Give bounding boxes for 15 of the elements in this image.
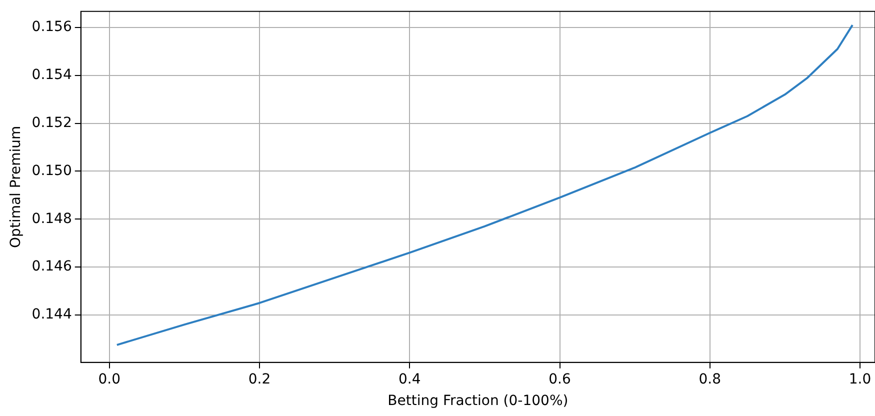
x-axis-title: Betting Fraction (0-100%) — [388, 393, 568, 410]
x-tick-label: 1.0 — [848, 371, 872, 388]
y-tick-label: 0.148 — [32, 210, 72, 227]
x-tick-label: 0.0 — [98, 371, 121, 388]
y-tick-label: 0.150 — [32, 162, 72, 179]
x-tick-label: 0.6 — [548, 371, 571, 388]
y-tick-label: 0.154 — [32, 67, 72, 84]
y-tick-label: 0.156 — [32, 19, 72, 36]
x-tick-label: 0.2 — [248, 371, 271, 388]
y-tick-label: 0.146 — [32, 258, 72, 275]
y-tick-label: 0.144 — [32, 306, 72, 323]
y-tick-label: 0.152 — [32, 114, 72, 131]
y-axis-title: Optimal Premium — [8, 126, 24, 248]
x-tick-label: 0.8 — [698, 371, 722, 388]
x-tick-label: 0.4 — [398, 371, 421, 388]
